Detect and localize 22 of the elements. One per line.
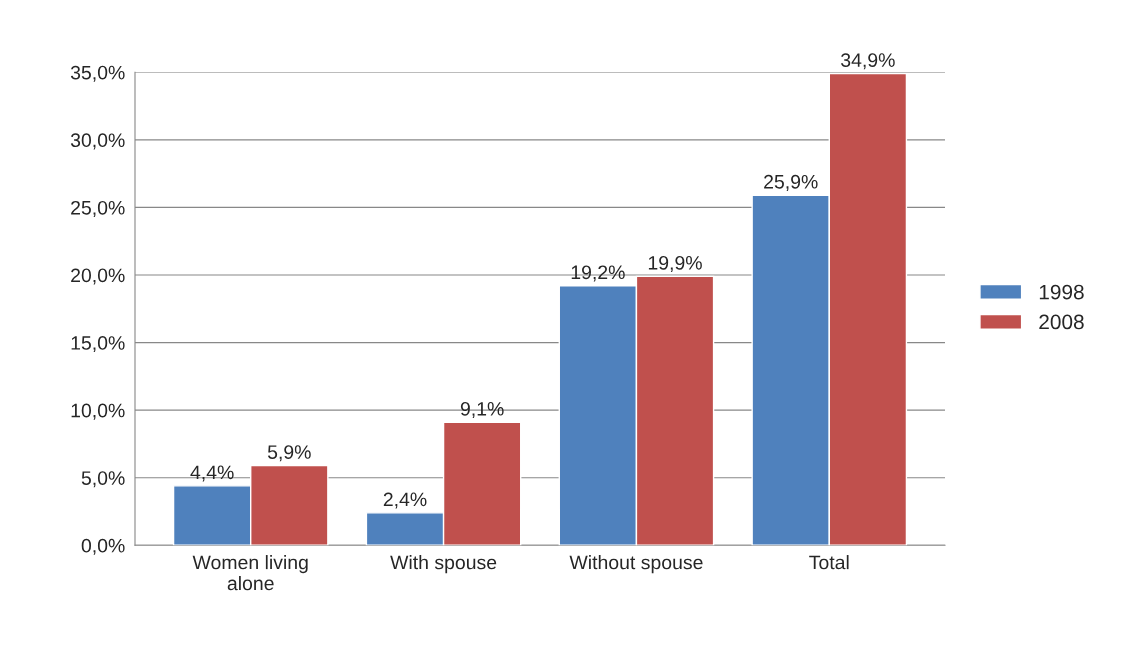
y-tick-label: 20,0% bbox=[71, 268, 125, 285]
y-tick-label: 35,0% bbox=[70, 65, 125, 82]
data-label: 2,4% bbox=[383, 492, 427, 509]
x-tick-label: Total bbox=[809, 555, 849, 570]
x-tick-label: Without spouse bbox=[569, 555, 703, 574]
legend-label: 1998 bbox=[1039, 284, 1084, 300]
data-label: 25,9% bbox=[764, 174, 818, 191]
legend-label: 2008 bbox=[1039, 314, 1084, 330]
y-tick-label: 25,0% bbox=[71, 200, 125, 217]
y-tick-label: 10,0% bbox=[71, 403, 125, 420]
data-label: 4,4% bbox=[190, 465, 234, 482]
data-label: 5,9% bbox=[267, 445, 311, 462]
data-label: 19,2% bbox=[571, 265, 625, 282]
y-tick-label: 15,0% bbox=[71, 336, 125, 353]
data-label: 19,9% bbox=[648, 255, 702, 273]
x-tick-label: With spouse bbox=[390, 555, 497, 574]
y-tick-label: 30,0% bbox=[70, 133, 125, 150]
y-tick-label: 0,0% bbox=[81, 538, 125, 555]
x-tick-label: Women living alone bbox=[192, 555, 308, 591]
data-label: 34,9% bbox=[841, 53, 895, 70]
data-label: 9,1% bbox=[460, 401, 504, 418]
y-tick-label: 5,0% bbox=[81, 471, 125, 488]
